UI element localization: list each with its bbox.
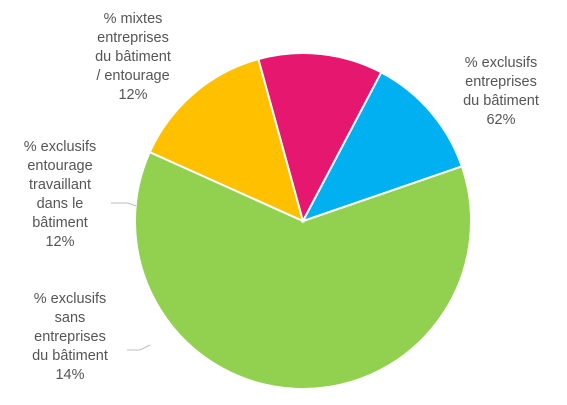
- leader-line-exclusifs-sans-entreprises: [127, 344, 151, 351]
- slice-label-line: % mixtes: [104, 11, 163, 27]
- slice-label-line: bâtiment: [32, 215, 88, 231]
- pie-slice-exclusifs-entreprises: [134, 150, 472, 390]
- slice-label-line: dans le: [37, 196, 84, 212]
- slice-label-line: du bâtiment: [463, 93, 539, 109]
- slice-value-label: 62%: [486, 112, 515, 128]
- slice-label-line: entreprises: [97, 30, 169, 46]
- slice-label-line: % exclusifs: [24, 139, 97, 155]
- slice-label-line: sans: [55, 310, 86, 326]
- pie-slice-exclusifs-sans-entreprises: [148, 57, 305, 223]
- slice-label-line: travaillant: [29, 177, 91, 193]
- slice-label-line: du bâtiment: [32, 348, 108, 364]
- slice-label-line: % exclusifs: [34, 291, 107, 307]
- slice-label-exclusifs-entreprises: % exclusifs entreprises du bâtiment 62%: [463, 55, 539, 128]
- pie-slice-mixtes: [300, 71, 464, 223]
- slice-label-line: entreprises: [34, 329, 106, 345]
- pie-slices: [134, 52, 472, 390]
- slice-label-line: entourage: [27, 158, 92, 174]
- slice-label-line: % exclusifs: [465, 55, 538, 71]
- slice-value-label: 14%: [55, 367, 84, 383]
- slice-label-line: entreprises: [465, 74, 537, 90]
- leader-lines: [111, 202, 151, 351]
- leader-line-exclusifs-entourage: [111, 202, 137, 207]
- slice-labels: % exclusifs entreprises du bâtiment 62%% ex…: [24, 11, 539, 383]
- slice-value-label: 12%: [45, 234, 74, 250]
- slice-label-mixtes: % mixtes entreprises du bâtiment / entourag…: [95, 11, 171, 103]
- slice-label-line: / entourage: [96, 68, 169, 84]
- pie-slice-exclusifs-entourage: [257, 52, 383, 224]
- slice-label-line: du bâtiment: [95, 49, 171, 65]
- slice-label-exclusifs-sans-entreprises: % exclusifs sans entreprises du bâtiment 14%: [32, 291, 108, 383]
- slice-value-label: 12%: [118, 87, 147, 103]
- slice-label-exclusifs-entourage: % exclusifs entourage travaillant dans le bâ…: [24, 139, 97, 250]
